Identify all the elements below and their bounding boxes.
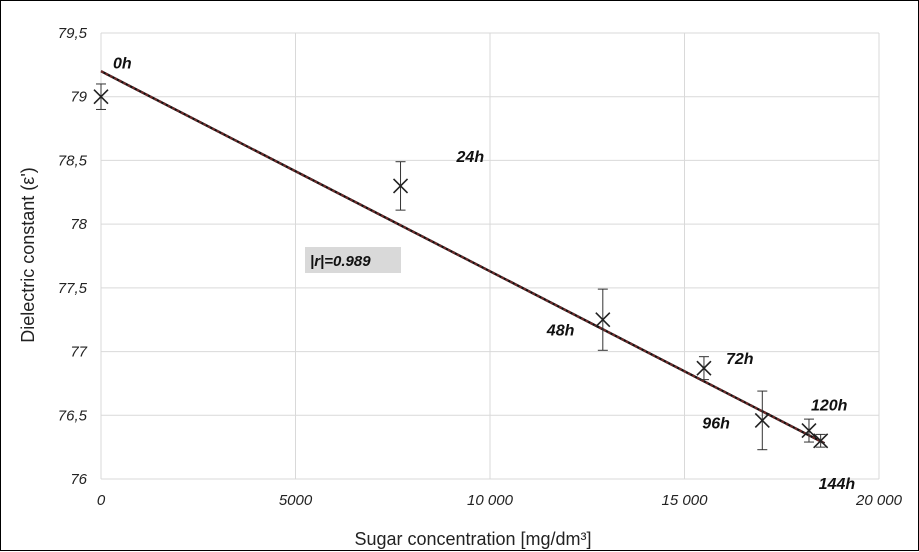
data-point-0h: [93, 89, 109, 105]
error-bars: [96, 83, 826, 451]
point-label: 48h: [546, 323, 575, 340]
x-tick-label: 0: [97, 492, 106, 509]
data-point-24h: [392, 178, 409, 194]
r-annotation-suffix: |=0.989: [320, 253, 371, 270]
data-point-96h: [754, 412, 770, 428]
point-label: 24h: [456, 149, 485, 166]
marker-stroke: [392, 178, 409, 194]
y-axis-title: Dielectric constant (ε'): [18, 167, 38, 343]
r-annotation-prefix: |: [310, 253, 314, 270]
trendline: [100, 70, 826, 445]
trendline-dash: [100, 70, 826, 445]
marker-stroke: [754, 412, 770, 428]
point-label: 72h: [726, 351, 754, 368]
x-tick-label: 15 000: [662, 492, 709, 509]
r-annotation-box: [305, 247, 401, 273]
x-tick-label: 5000: [279, 492, 313, 509]
point-label: 144h: [819, 476, 856, 493]
r-annotation: |r|=0.989: [305, 247, 401, 273]
marker-stroke: [93, 89, 109, 105]
marker-stroke: [696, 360, 712, 376]
x-tick-label: 10 000: [467, 492, 514, 509]
point-labels: 0h 24h 48h 72h 96h 120h 144h: [113, 56, 855, 493]
point-label: 96h: [702, 415, 730, 432]
y-tick-label: 78,5: [58, 152, 88, 169]
y-tick-label: 77,5: [58, 280, 88, 297]
data-point-48h: [595, 312, 611, 328]
y-axis-ticks: 76 76,5 77 77,5 78 78,5 79 79,5: [58, 25, 88, 488]
marker-stroke: [801, 423, 817, 439]
point-label: 120h: [811, 398, 848, 415]
r-annotation-variable: r: [314, 253, 321, 270]
data-points: [93, 89, 829, 449]
x-tick-label: 20 000: [855, 492, 903, 509]
y-tick-label: 76: [70, 471, 87, 488]
r-annotation-text: |r|=0.989: [310, 253, 371, 270]
point-label: 0h: [113, 56, 132, 73]
y-tick-label: 79,5: [58, 25, 88, 42]
x-axis-ticks: 0 5000 10 000 15 000 20 000: [97, 492, 903, 509]
grid-lines: [100, 32, 880, 480]
data-point-120h: [801, 423, 817, 439]
data-point-144h: [813, 433, 829, 449]
x-axis-title: Sugar concentration [mg/dm³]: [354, 529, 591, 549]
y-tick-label: 79: [70, 89, 87, 106]
y-tick-label: 76,5: [58, 407, 88, 424]
y-tick-label: 78: [70, 216, 87, 233]
marker-stroke: [595, 312, 611, 328]
data-point-72h: [696, 360, 712, 376]
marker-stroke: [813, 433, 829, 449]
y-tick-label: 77: [70, 344, 87, 361]
